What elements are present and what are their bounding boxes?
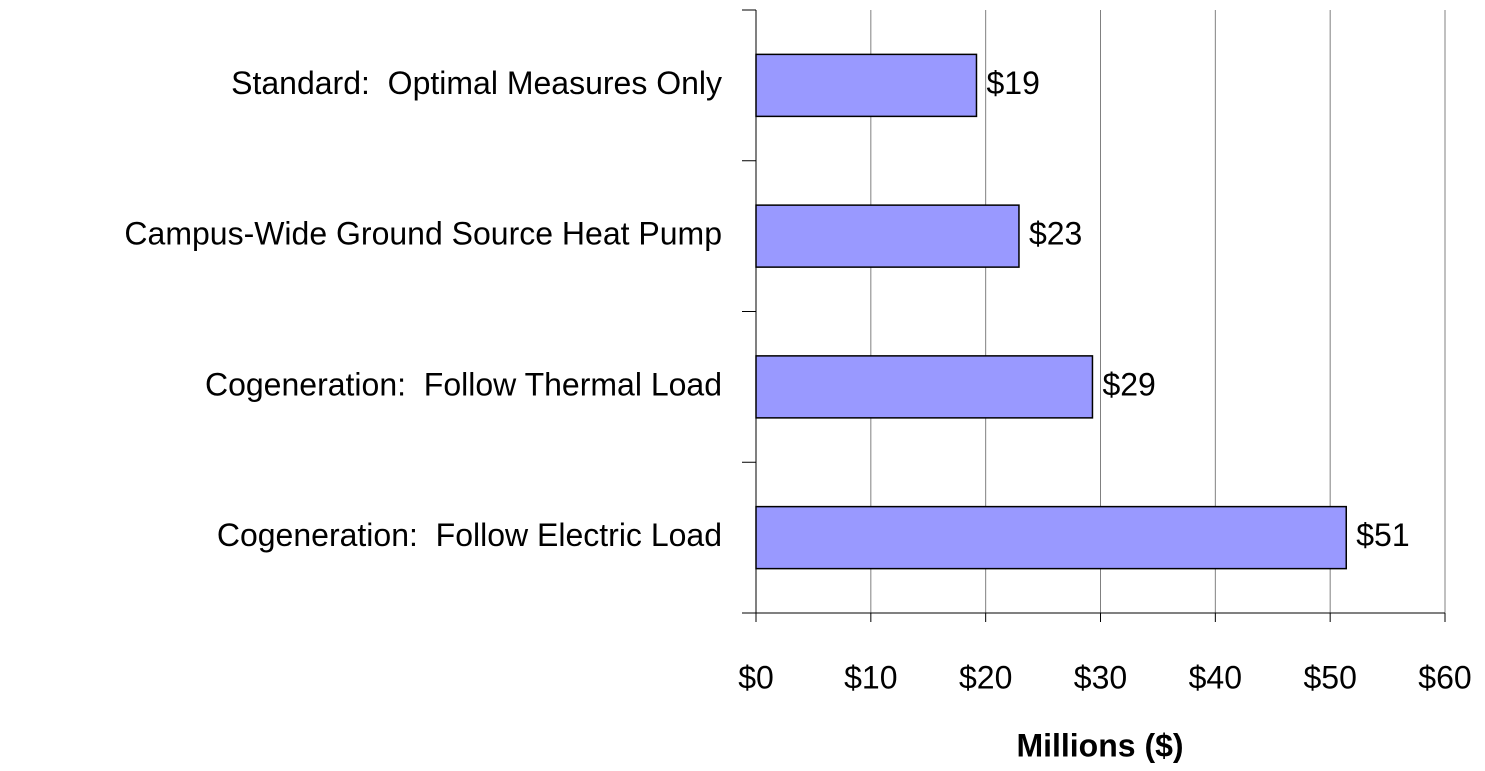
x-tick-label: $50 <box>1303 659 1356 695</box>
bar <box>755 355 1094 419</box>
x-tick-label: $40 <box>1189 659 1242 695</box>
y-tick-label: Campus-Wide Ground Source Heat Pump <box>124 216 722 252</box>
x-tick-label: $20 <box>959 659 1012 695</box>
y-tick-label: Cogeneration: Follow Thermal Load <box>205 366 722 402</box>
x-tick-label: $60 <box>1418 659 1471 695</box>
y-tick-label: Standard: Optimal Measures Only <box>231 65 722 101</box>
data-label: $19 <box>986 65 1039 101</box>
data-label: $29 <box>1102 366 1155 402</box>
x-tick-label: $30 <box>1074 659 1127 695</box>
bar <box>755 505 1347 570</box>
y-tick-label: Cogeneration: Follow Electric Load <box>217 517 722 553</box>
x-tick-label: $0 <box>738 659 774 695</box>
bar <box>755 53 978 118</box>
data-label: $23 <box>1029 216 1082 252</box>
x-axis-title: Millions ($) <box>1016 727 1183 763</box>
bar <box>755 204 1020 268</box>
x-tick-label: $10 <box>844 659 897 695</box>
data-label: $51 <box>1356 517 1409 553</box>
